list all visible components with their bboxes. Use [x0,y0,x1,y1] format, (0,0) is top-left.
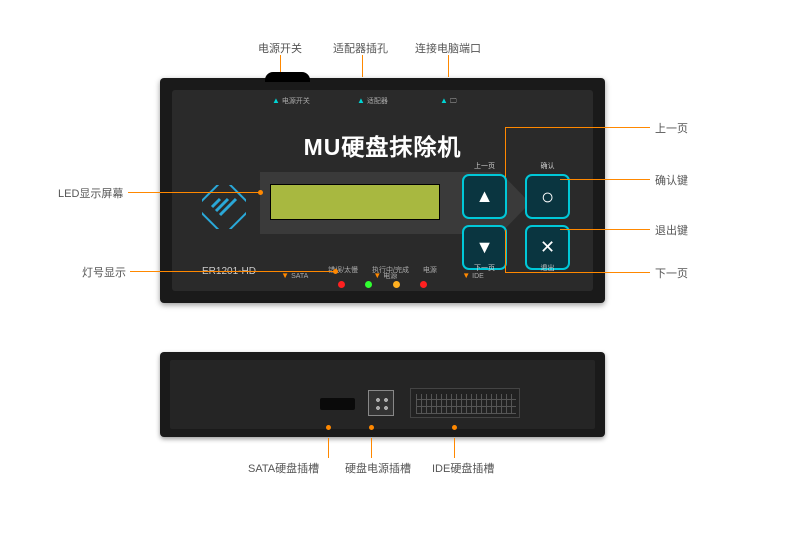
callout-line [505,230,506,272]
lcd-screen [270,184,440,220]
callout-line [328,438,329,458]
callout-next: 下一页 [655,265,688,281]
device-front-panel: ▲电源开关 ▲适配器 ▲🖵 MU硬盘抹除机 上一页 确认 ▲ ○ ▼ ✕ [160,78,605,303]
btn-label-ok: 确认 [520,162,575,171]
top-callout-power: 电源开关 [258,40,302,56]
led-error [338,281,345,288]
callout-line [371,438,372,458]
ok-button[interactable]: ○ [525,174,570,219]
device-inner-panel: ▲电源开关 ▲适配器 ▲🖵 MU硬盘抹除机 上一页 确认 ▲ ○ ▼ ✕ [172,90,593,291]
callout-dot [258,190,263,195]
power-switch[interactable] [265,72,310,82]
led-run [365,281,372,288]
button-grid: 上一页 确认 ▲ ○ ▼ ✕ [457,162,575,262]
callout-line [448,55,449,77]
callout-line [362,55,363,77]
led-power [420,281,427,288]
callout-lcd: LED显示屏幕 [58,185,123,201]
hdd-power-port[interactable] [368,390,394,416]
callout-line [128,192,260,193]
device-title: MU硬盘抹除机 [172,128,593,162]
callout-line [560,229,650,230]
callout-line [454,438,455,458]
callout-dot [452,425,457,430]
callout-line [505,127,650,128]
top-callout-adapter: 适配器插孔 [333,40,388,56]
callout-prev: 上一页 [655,120,688,136]
edge-marker-pc: ▲🖵 [440,96,457,106]
callout-sata-slot: SATA硬盘插槽 [248,460,319,476]
sata-port[interactable] [320,398,355,410]
callout-dot [326,425,331,430]
callout-exit: 退出键 [655,222,688,238]
ide-port[interactable] [410,388,520,418]
callout-dot [369,425,374,430]
callout-line [560,179,650,180]
callout-line [505,272,650,273]
top-callout-pcport: 连接电脑端口 [415,40,481,56]
device-side-panel [160,352,605,437]
callout-ok: 确认键 [655,172,688,188]
edge-marker-power: ▲电源开关 [272,96,310,106]
callout-line [505,127,506,177]
callout-dot [333,269,338,274]
edge-marker-adapter: ▲适配器 [357,96,388,106]
callout-leds: 灯号显示 [82,264,126,280]
callout-line [130,271,335,272]
led-warn [393,281,400,288]
callout-ide-slot: IDE硬盘插槽 [432,460,494,476]
btn-label-up: 上一页 [457,162,512,171]
up-button[interactable]: ▲ [462,174,507,219]
callout-power-slot: 硬盘电源插槽 [345,460,411,476]
